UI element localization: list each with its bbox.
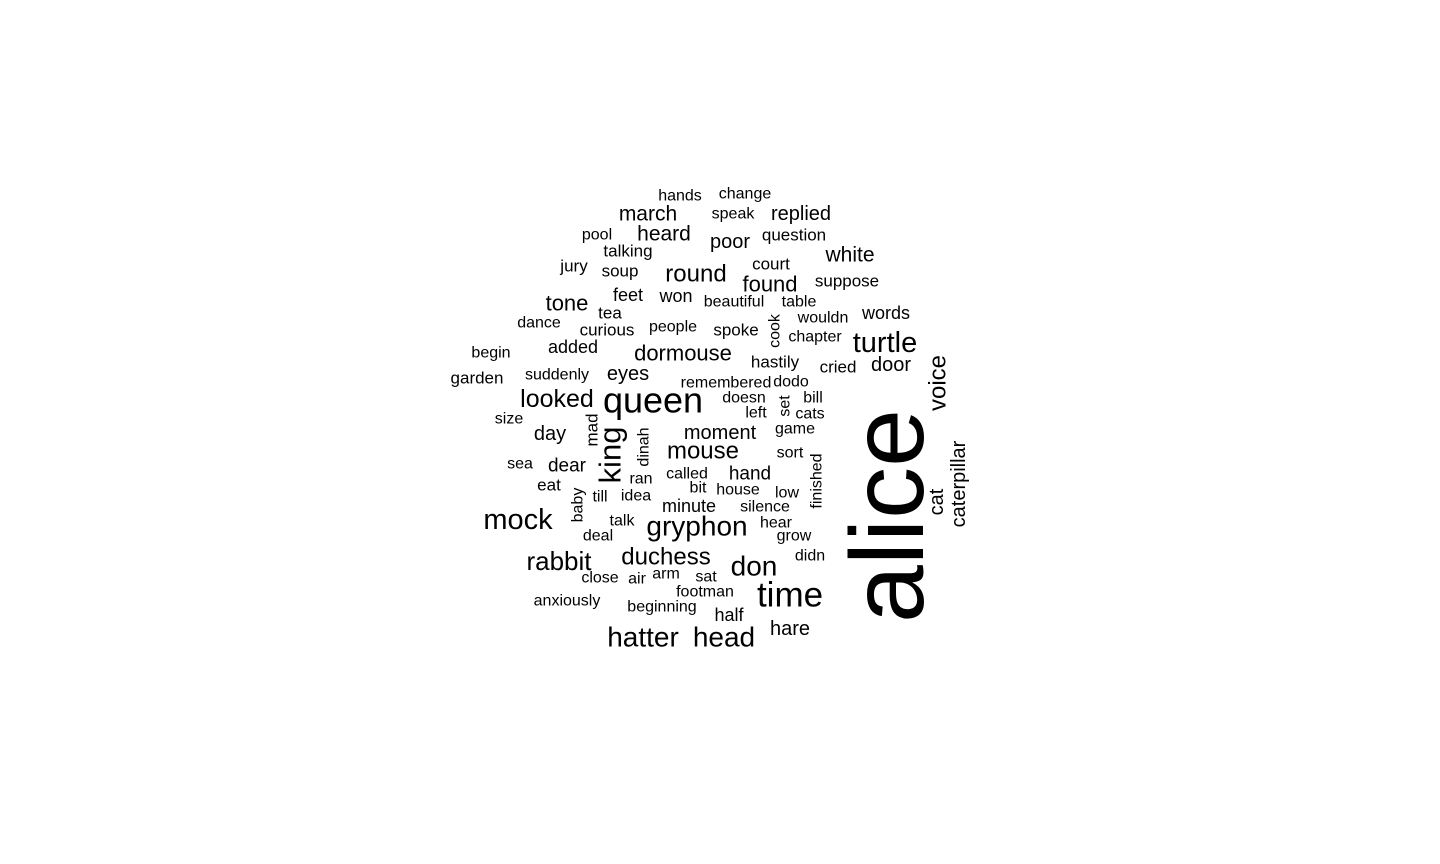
word-feet: feet (613, 285, 643, 305)
word-tone: tone (546, 291, 589, 316)
word-don: don (731, 551, 778, 582)
word-talk: talk (610, 513, 636, 530)
word-silence: silence (740, 499, 790, 516)
word-close: close (581, 570, 618, 587)
word-begin: begin (471, 345, 510, 362)
word-table: table (782, 294, 817, 311)
word-left: left (745, 405, 767, 422)
word-till: till (592, 489, 607, 506)
word-added: added (548, 337, 598, 357)
word-size: size (495, 411, 524, 428)
word-beautiful: beautiful (704, 294, 765, 311)
word-deal: deal (583, 528, 613, 545)
word-suppose: suppose (815, 272, 879, 291)
word-dormouse: dormouse (634, 341, 732, 366)
word-voice: voice (925, 355, 952, 411)
word-mad: mad (583, 413, 602, 446)
word-air: air (628, 571, 646, 588)
word-half: half (714, 605, 744, 625)
word-beginning: beginning (627, 599, 696, 616)
word-door: door (871, 354, 911, 376)
word-idea: idea (621, 488, 651, 505)
word-jury: jury (559, 257, 588, 276)
word-set: set (777, 395, 794, 417)
word-anxiously: anxiously (534, 593, 601, 610)
word-grow: grow (777, 528, 812, 545)
word-house: house (716, 482, 760, 499)
word-change: change (719, 186, 772, 203)
word-dinah: dinah (636, 427, 653, 466)
word-arm: arm (652, 566, 680, 583)
word-head: head (693, 622, 755, 653)
word-hands: hands (658, 188, 702, 205)
word-people: people (649, 319, 697, 336)
word-speak: speak (712, 206, 756, 223)
word-moment: moment (684, 422, 757, 444)
word-sea: sea (507, 456, 533, 473)
word-sort: sort (777, 445, 804, 462)
word-caterpillar: caterpillar (948, 440, 970, 527)
word-didn: didn (795, 548, 825, 565)
word-game: game (775, 421, 815, 438)
word-garden: garden (451, 369, 504, 388)
word-minute: minute (662, 496, 716, 516)
word-question: question (762, 226, 826, 245)
word-replied: replied (771, 203, 831, 225)
word-chapter: chapter (788, 329, 842, 346)
word-pool: pool (582, 227, 612, 244)
word-white: white (824, 244, 874, 267)
word-mock: mock (483, 504, 553, 536)
word-soup: soup (602, 262, 639, 281)
word-dear: dear (548, 456, 587, 477)
word-hastily: hastily (751, 353, 800, 372)
word-poor: poor (710, 231, 750, 253)
word-cook: cook (767, 313, 784, 348)
word-eyes: eyes (607, 363, 649, 385)
word-baby: baby (570, 488, 587, 523)
word-cried: cried (820, 358, 857, 377)
word-words: words (861, 303, 910, 323)
word-eat: eat (537, 476, 561, 495)
word-bit: bit (690, 480, 707, 497)
word-cat: cat (926, 488, 948, 515)
word-day: day (534, 423, 566, 445)
word-round: round (665, 261, 726, 288)
word-hare: hare (770, 618, 810, 640)
word-spoke: spoke (713, 321, 758, 340)
word-finished: finished (809, 453, 826, 508)
word-suddenly: suddenly (525, 367, 589, 384)
word-ran: ran (629, 471, 652, 488)
word-won: won (658, 286, 692, 306)
word-court: court (752, 255, 790, 274)
word-looked: looked (520, 385, 594, 413)
word-hatter: hatter (607, 622, 679, 653)
word-dance: dance (517, 315, 561, 332)
word-wouldn: wouldn (797, 310, 849, 327)
word-bill: bill (803, 390, 823, 407)
word-dodo: dodo (773, 374, 809, 391)
word-curious: curious (580, 321, 635, 340)
word-talking: talking (603, 242, 652, 261)
